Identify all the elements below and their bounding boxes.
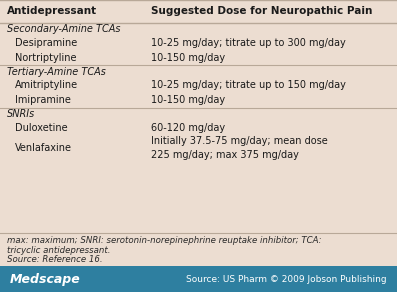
Text: Venlafaxine: Venlafaxine: [15, 143, 72, 153]
Text: Suggested Dose for Neuropathic Pain: Suggested Dose for Neuropathic Pain: [151, 6, 372, 16]
Text: 225 mg/day; max 375 mg/day: 225 mg/day; max 375 mg/day: [151, 150, 299, 160]
Text: Antidepressant: Antidepressant: [7, 6, 97, 16]
Text: tricyclic antidepressant.: tricyclic antidepressant.: [7, 246, 111, 255]
Text: Medscape: Medscape: [10, 273, 81, 286]
Text: Amitriptyline: Amitriptyline: [15, 80, 78, 90]
FancyBboxPatch shape: [0, 233, 397, 266]
Text: Duloxetine: Duloxetine: [15, 123, 68, 133]
Text: 10-25 mg/day; titrate up to 300 mg/day: 10-25 mg/day; titrate up to 300 mg/day: [151, 38, 346, 48]
Text: Tertiary-Amine TCAs: Tertiary-Amine TCAs: [7, 67, 106, 77]
Text: Secondary-Amine TCAs: Secondary-Amine TCAs: [7, 24, 121, 34]
Text: Imipramine: Imipramine: [15, 95, 71, 105]
Text: Source: US Pharm © 2009 Jobson Publishing: Source: US Pharm © 2009 Jobson Publishin…: [187, 275, 387, 284]
Text: 10-150 mg/day: 10-150 mg/day: [151, 95, 225, 105]
Text: max: maximum; SNRI: serotonin-norepinephrine reuptake inhibitor; TCA:: max: maximum; SNRI: serotonin-norepineph…: [7, 236, 322, 245]
Text: SNRIs: SNRIs: [7, 109, 35, 119]
Text: Desipramine: Desipramine: [15, 38, 77, 48]
Text: 10-150 mg/day: 10-150 mg/day: [151, 53, 225, 63]
FancyBboxPatch shape: [0, 266, 397, 292]
Text: 60-120 mg/day: 60-120 mg/day: [151, 123, 225, 133]
Text: 10-25 mg/day; titrate up to 150 mg/day: 10-25 mg/day; titrate up to 150 mg/day: [151, 80, 346, 90]
Text: Initially 37.5-75 mg/day; mean dose: Initially 37.5-75 mg/day; mean dose: [151, 136, 328, 146]
Text: Nortriptyline: Nortriptyline: [15, 53, 77, 63]
FancyBboxPatch shape: [0, 0, 397, 233]
Text: Source: Reference 16.: Source: Reference 16.: [7, 255, 103, 264]
